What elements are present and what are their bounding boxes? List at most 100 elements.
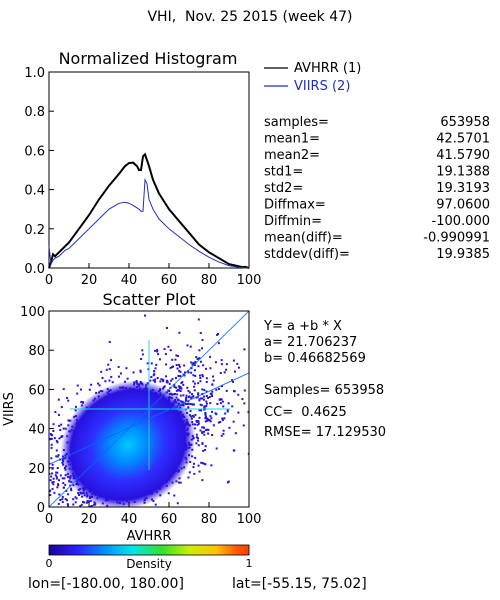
one-to-one-line xyxy=(49,311,249,507)
scatter-point xyxy=(173,385,176,388)
scatter-point xyxy=(198,398,201,401)
scatter-point xyxy=(170,379,173,382)
scatter-point xyxy=(150,376,153,379)
stat-label: stddev(diff)= xyxy=(264,247,350,262)
scatter-point xyxy=(89,505,92,507)
scatter-point xyxy=(233,390,236,393)
regression-a: a= 21.706237 xyxy=(264,335,357,350)
scatter-point xyxy=(61,498,64,501)
histogram-plot-frame xyxy=(48,71,250,269)
scatter-point xyxy=(243,348,246,351)
scatter-point xyxy=(183,364,186,367)
scatter-point xyxy=(156,348,159,351)
scatter-point xyxy=(234,432,237,435)
regression-panel: Y= a +b * X a= 21.706237 b= 0.46682569 S… xyxy=(263,319,386,440)
scatter-point xyxy=(190,367,193,370)
scatter-point xyxy=(182,383,185,386)
scatter-point xyxy=(190,396,193,399)
scatter-point xyxy=(217,387,220,390)
scatter-point xyxy=(168,382,171,385)
scatter-point xyxy=(140,357,143,360)
scatter-point xyxy=(185,396,188,399)
scatter-density-cloud xyxy=(49,311,249,507)
scatter-point xyxy=(203,405,206,408)
scatter-point xyxy=(197,382,200,385)
scatter-point xyxy=(64,498,67,501)
scatter-point xyxy=(178,481,181,484)
scatter-point xyxy=(55,455,58,458)
scatter-point xyxy=(65,489,68,492)
scatter-point xyxy=(199,403,202,406)
histogram-series xyxy=(48,152,250,269)
scatter-point xyxy=(178,331,181,334)
hist-x-tick-label: 0 xyxy=(45,273,53,288)
scatter-point xyxy=(203,389,206,392)
scatter-point xyxy=(173,494,176,497)
scatter-point xyxy=(49,479,52,482)
scatter-point xyxy=(243,389,246,392)
scatter-point xyxy=(225,389,228,392)
scatter-point xyxy=(70,489,73,492)
scatter-point xyxy=(214,361,217,364)
scatter-point xyxy=(187,406,190,409)
scatter-x-tick-label: 0 xyxy=(45,512,53,527)
scatter-point xyxy=(78,493,81,496)
scatter-x-tick-label: 60 xyxy=(161,512,178,527)
scatter-point xyxy=(212,379,215,382)
stat-value: 97.0600 xyxy=(436,198,490,213)
stat-value: 19.3193 xyxy=(436,181,490,196)
hist-y-tick-label: 0.0 xyxy=(24,262,45,277)
scatter-point xyxy=(207,432,210,435)
scatter-ticks: 0 20 40 60 80 100 0 20 40 60 80 100 xyxy=(20,305,261,527)
scatter-point xyxy=(184,402,187,405)
scatter-point xyxy=(50,446,53,449)
scatter-point xyxy=(67,493,70,496)
scatter-point xyxy=(223,371,226,374)
scatter-point xyxy=(162,378,165,381)
scatter-x-tick-label: 40 xyxy=(121,512,138,527)
scatter-point xyxy=(207,428,210,431)
scatter-point xyxy=(220,434,223,437)
scatter-point xyxy=(216,402,219,405)
scatter-point xyxy=(174,358,177,361)
page-title: VHI, Nov. 25 2015 (week 47) xyxy=(147,9,352,25)
scatter-point xyxy=(187,389,190,392)
scatter-point xyxy=(57,483,60,486)
scatter-point xyxy=(155,363,158,366)
scatter-point xyxy=(201,431,204,434)
statistics-panel: samples= 653958 mean1= 42.5701 mean2= 41.5790… xyxy=(264,115,490,262)
scatter-point xyxy=(49,494,52,497)
scatter-point xyxy=(187,371,190,374)
scatter-point xyxy=(191,403,194,406)
scatter-point xyxy=(206,417,209,420)
scatter-point xyxy=(194,413,197,416)
scatter-title: Scatter Plot xyxy=(103,290,196,309)
scatter-point xyxy=(184,399,187,402)
scatter-point xyxy=(211,434,214,437)
scatter-y-tick-label: 60 xyxy=(28,383,45,398)
regression-line xyxy=(49,372,249,465)
scatter-point xyxy=(186,403,189,406)
scatter-point xyxy=(212,375,215,378)
scatter-point xyxy=(192,466,195,469)
scatter-point xyxy=(152,374,155,377)
scatter-point xyxy=(197,444,200,447)
scatter-point xyxy=(139,370,142,373)
scatter-point xyxy=(53,491,56,494)
scatter-point xyxy=(149,379,152,382)
scatter-point xyxy=(171,358,174,361)
scatter-point xyxy=(217,342,220,345)
scatter-point xyxy=(72,503,75,506)
scatter-point xyxy=(189,403,192,406)
scatter-point xyxy=(202,449,205,452)
scatter-point xyxy=(224,412,227,415)
hist-x-tick-label: 20 xyxy=(81,273,98,288)
scatter-point xyxy=(179,481,182,484)
fit-rmse: RMSE= 17.129530 xyxy=(264,425,386,440)
scatter-point xyxy=(243,402,246,405)
scatter-point xyxy=(119,372,122,375)
scatter-point xyxy=(212,424,215,427)
scatter-point xyxy=(51,472,54,475)
scatter-point xyxy=(49,437,52,440)
